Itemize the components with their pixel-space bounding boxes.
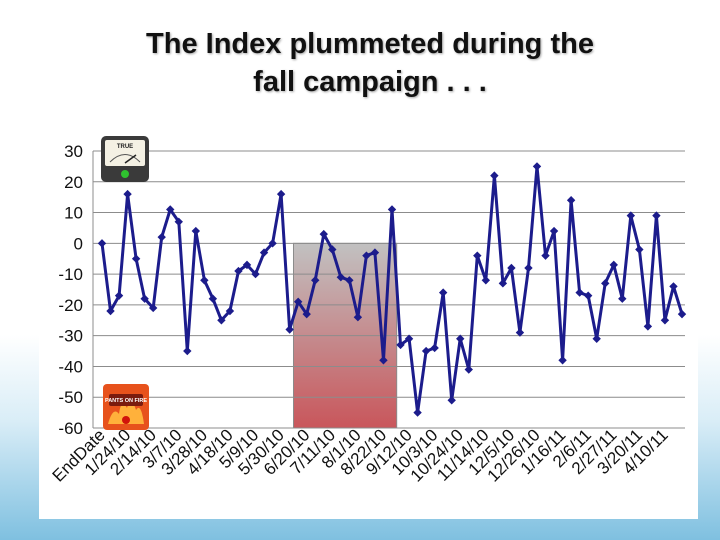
y-tick-label: 0 xyxy=(74,234,83,253)
data-point xyxy=(490,171,499,180)
data-point xyxy=(396,340,405,350)
data-point xyxy=(515,328,525,337)
data-point xyxy=(191,226,201,236)
data-point xyxy=(208,294,218,303)
data-point xyxy=(293,297,303,307)
y-tick-label: -40 xyxy=(58,357,83,376)
y-tick-label: -20 xyxy=(58,296,83,315)
data-point xyxy=(311,276,320,285)
y-tick-label: -50 xyxy=(58,388,83,407)
data-point xyxy=(481,276,491,285)
data-point xyxy=(592,334,601,343)
data-point xyxy=(413,408,422,417)
data-point xyxy=(609,260,618,270)
slide-title: The Index plummeted during the fall camp… xyxy=(104,18,636,104)
data-point xyxy=(635,245,644,254)
data-point xyxy=(285,325,294,334)
data-point xyxy=(583,291,593,300)
data-point xyxy=(456,334,465,343)
data-point xyxy=(276,189,286,199)
data-point xyxy=(379,356,388,365)
data-point xyxy=(166,205,175,214)
data-point xyxy=(473,251,482,260)
data-point xyxy=(541,251,550,260)
data-point xyxy=(524,263,533,273)
data-point xyxy=(302,309,311,319)
svg-text:PANTS ON FIRE: PANTS ON FIRE xyxy=(105,398,147,404)
data-point xyxy=(353,313,363,322)
data-point xyxy=(532,162,542,171)
data-point xyxy=(558,356,567,365)
data-point xyxy=(404,334,414,343)
data-point xyxy=(643,322,653,331)
data-point xyxy=(549,226,559,236)
data-point xyxy=(618,294,627,303)
data-point xyxy=(669,282,678,291)
data-point xyxy=(421,346,431,356)
data-point xyxy=(660,316,670,325)
data-point xyxy=(140,294,149,303)
data-point xyxy=(507,263,516,273)
data-point xyxy=(242,260,252,270)
data-point xyxy=(268,239,277,248)
data-point xyxy=(447,396,456,405)
slide-title-line-2: fall campaign . . . xyxy=(253,66,487,98)
data-point xyxy=(336,272,346,282)
svg-text:TRUE: TRUE xyxy=(117,144,133,150)
data-point xyxy=(328,245,337,254)
data-point xyxy=(370,248,380,257)
data-point xyxy=(106,306,115,316)
data-point xyxy=(183,346,192,356)
data-point xyxy=(430,343,439,353)
data-point xyxy=(200,276,209,285)
data-point xyxy=(498,279,508,288)
data-point xyxy=(234,266,243,276)
data-point xyxy=(677,309,687,319)
data-point xyxy=(114,291,124,300)
y-tick-label: 20 xyxy=(64,173,83,192)
data-point xyxy=(626,211,636,220)
data-point xyxy=(566,196,576,205)
y-tick-label: -10 xyxy=(58,265,83,284)
data-point xyxy=(601,279,610,288)
data-point xyxy=(97,239,107,248)
data-point xyxy=(131,254,141,263)
y-tick-label: -60 xyxy=(58,419,83,438)
data-point xyxy=(174,217,183,226)
data-point xyxy=(217,316,226,325)
data-point xyxy=(362,251,371,260)
data-point xyxy=(157,232,166,242)
data-point xyxy=(387,205,397,214)
data-point xyxy=(123,189,132,199)
data-point xyxy=(148,303,158,313)
data-point xyxy=(345,276,354,285)
data-point xyxy=(251,269,260,279)
pants-on-fire-icon: PANTS ON FIRE xyxy=(103,384,149,430)
data-point xyxy=(438,288,448,297)
y-tick-label: 30 xyxy=(64,142,83,161)
data-point xyxy=(652,211,661,220)
data-point xyxy=(575,288,584,297)
data-point xyxy=(225,306,235,316)
y-tick-label: -30 xyxy=(58,327,83,346)
truth-o-meter-true-icon: TRUE xyxy=(100,135,150,183)
data-point xyxy=(259,248,269,257)
data-point xyxy=(319,229,328,239)
slide-title-line-1: The Index plummeted during the xyxy=(146,28,594,60)
y-tick-label: 10 xyxy=(64,204,83,223)
data-point xyxy=(464,365,473,374)
